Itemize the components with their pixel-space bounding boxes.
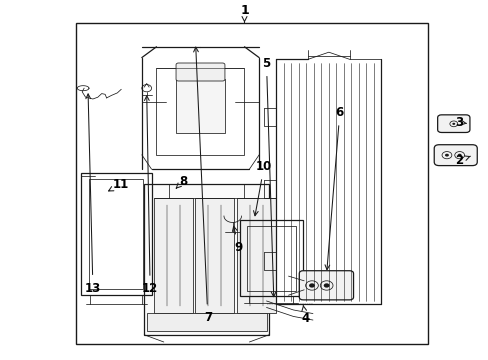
Bar (144, 184, 268, 335)
Bar (89, 179, 142, 289)
FancyBboxPatch shape (176, 63, 224, 81)
Text: 4: 4 (301, 305, 309, 325)
Text: 2: 2 (455, 154, 469, 167)
Text: 1: 1 (240, 4, 248, 22)
Bar (236, 198, 275, 313)
Circle shape (444, 154, 448, 157)
FancyBboxPatch shape (299, 271, 353, 300)
Text: 9: 9 (232, 226, 242, 254)
Circle shape (308, 283, 314, 288)
Text: 10: 10 (253, 160, 272, 216)
Text: 13: 13 (84, 94, 101, 294)
FancyBboxPatch shape (437, 115, 469, 132)
Bar (154, 198, 193, 313)
Bar (176, 79, 224, 133)
Bar (146, 313, 266, 331)
Text: 12: 12 (142, 96, 158, 295)
Bar (156, 68, 244, 155)
Bar (76, 23, 427, 344)
Text: 8: 8 (176, 175, 187, 188)
Bar (81, 173, 151, 295)
Circle shape (451, 123, 454, 125)
FancyBboxPatch shape (433, 145, 476, 166)
Text: 11: 11 (108, 178, 129, 191)
Circle shape (323, 283, 329, 288)
Text: 6: 6 (325, 106, 343, 270)
Bar (239, 220, 303, 296)
Text: 5: 5 (262, 57, 275, 297)
Text: 7: 7 (193, 47, 211, 324)
Circle shape (457, 154, 461, 157)
Text: 3: 3 (455, 116, 466, 129)
Bar (195, 198, 234, 313)
Bar (246, 226, 295, 291)
